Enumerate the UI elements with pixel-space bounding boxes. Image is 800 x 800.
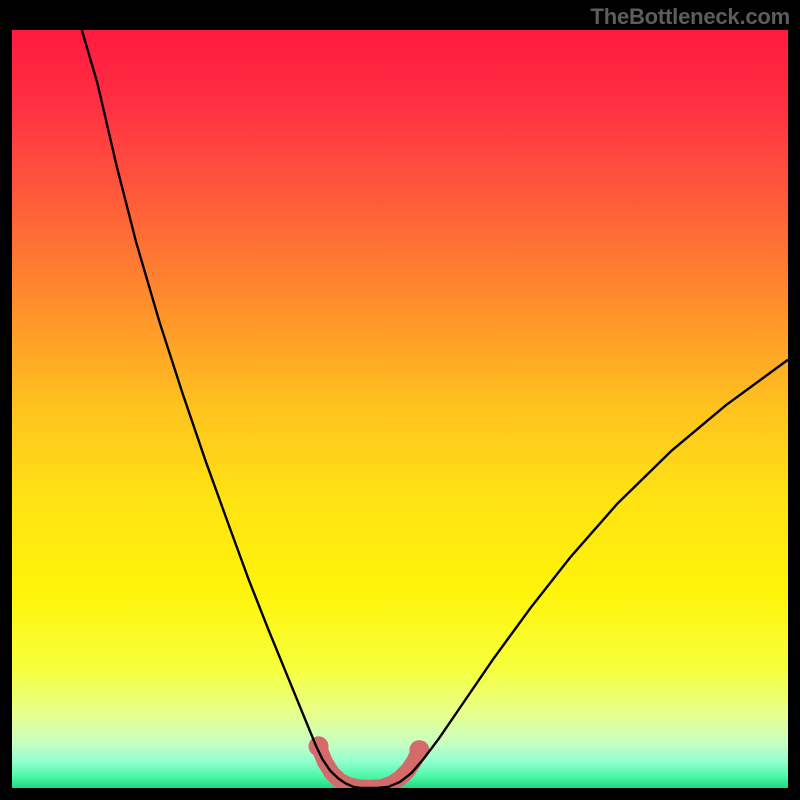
- bottleneck-chart: [0, 0, 800, 800]
- frame-border: [0, 0, 12, 800]
- frame-border: [788, 0, 800, 800]
- watermark-text: TheBottleneck.com: [590, 4, 790, 30]
- gradient-background: [12, 30, 788, 788]
- highlight-endpoint-right: [409, 740, 429, 760]
- chart-frame: TheBottleneck.com: [0, 0, 800, 800]
- frame-border: [0, 788, 800, 800]
